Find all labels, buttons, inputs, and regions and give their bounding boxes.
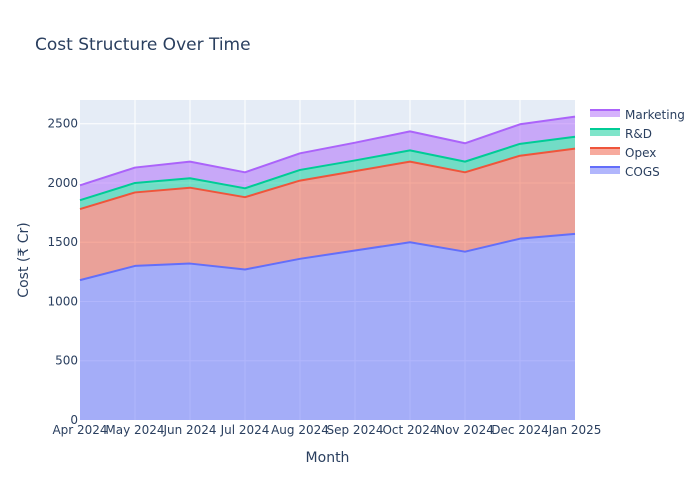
x-tick-label: Nov 2024 bbox=[436, 423, 494, 437]
legend-item-marketing[interactable]: Marketing bbox=[590, 108, 685, 122]
y-axis-title: Cost (₹ Cr) bbox=[16, 222, 32, 297]
legend-swatch bbox=[590, 129, 620, 136]
y-tick-label: 2500 bbox=[47, 117, 78, 131]
x-tick-label: Oct 2024 bbox=[382, 423, 437, 437]
legend-swatch bbox=[590, 110, 620, 117]
x-tick-label: May 2024 bbox=[105, 423, 164, 437]
line-marketing bbox=[79, 115, 576, 187]
legend-swatch bbox=[590, 167, 620, 174]
x-tick-label: Dec 2024 bbox=[491, 423, 549, 437]
x-tick-label: Aug 2024 bbox=[271, 423, 329, 437]
y-tick-label: 1000 bbox=[47, 294, 78, 308]
chart-title: Cost Structure Over Time bbox=[35, 35, 251, 55]
area-layer bbox=[80, 116, 575, 420]
line-r-d bbox=[79, 135, 576, 202]
x-tick-label: Apr 2024 bbox=[52, 423, 107, 437]
y-tick-label: 2000 bbox=[47, 176, 78, 190]
legend-swatch bbox=[590, 148, 620, 155]
area-opex bbox=[80, 148, 575, 281]
legend-item-opex[interactable]: Opex bbox=[590, 146, 656, 160]
x-tick-label: Jan 2025 bbox=[548, 423, 602, 437]
area-marketing bbox=[80, 116, 575, 201]
legend-item-cogs[interactable]: COGS bbox=[590, 165, 660, 179]
line-layer bbox=[79, 115, 576, 282]
y-tick-label: 1500 bbox=[47, 235, 78, 249]
line-opex bbox=[79, 147, 576, 210]
x-tick-label: Jun 2024 bbox=[162, 423, 216, 437]
legend-label: COGS bbox=[625, 165, 660, 179]
y-tick-label: 0 bbox=[70, 413, 78, 427]
y-tick-labels: 0 500 1000 1500 2000 2500 bbox=[47, 117, 78, 427]
legend-label: Marketing bbox=[625, 108, 685, 122]
x-tick-label: Jul 2024 bbox=[220, 423, 270, 437]
area-cogs bbox=[80, 233, 575, 420]
legend-item-r-d[interactable]: R&D bbox=[590, 127, 652, 141]
x-tick-label: Sep 2024 bbox=[327, 423, 384, 437]
x-axis-title: Month bbox=[306, 450, 350, 466]
area-r-d bbox=[80, 136, 575, 210]
legend-label: R&D bbox=[625, 127, 652, 141]
y-tick-label: 500 bbox=[55, 354, 78, 368]
line-cogs bbox=[79, 232, 576, 282]
legend-label: Opex bbox=[625, 146, 656, 160]
legend: Marketing R&D Opex COGS bbox=[590, 108, 685, 179]
